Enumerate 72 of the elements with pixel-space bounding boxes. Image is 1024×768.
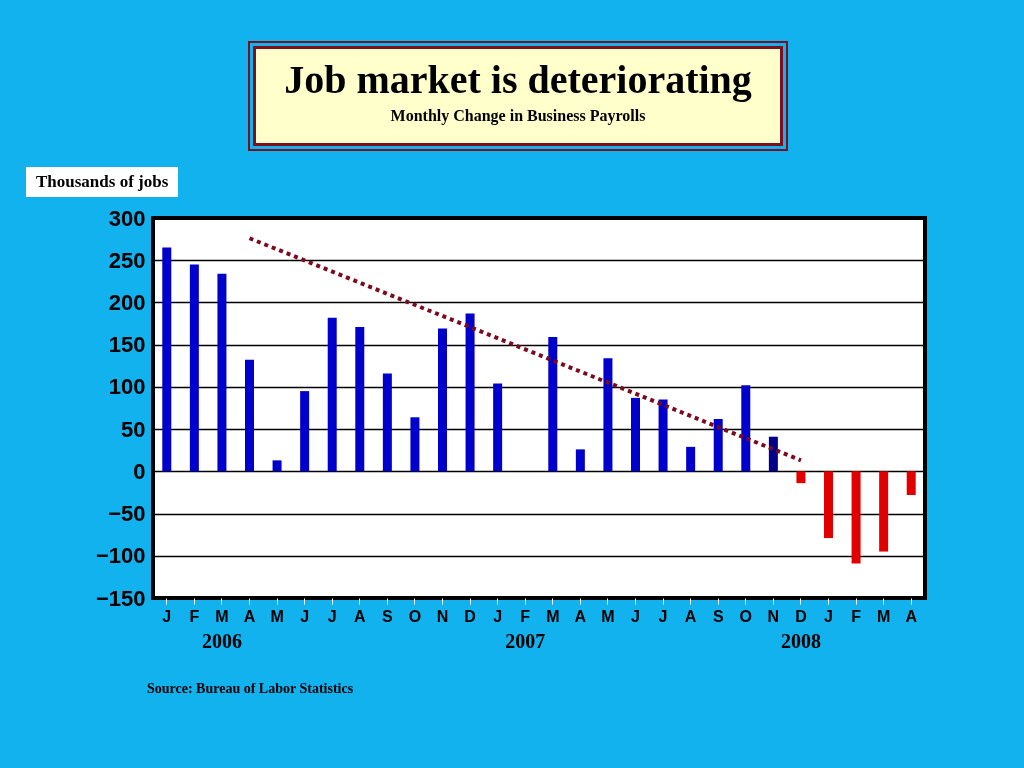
bar [713,418,723,472]
bar [741,385,751,472]
x-tick-label: F [851,607,862,625]
bar [879,471,889,552]
bar [327,317,337,472]
bar [796,471,806,484]
text: 2006 [201,630,242,652]
bar [824,471,833,539]
bar [162,247,172,472]
x-tick-label: O [408,607,422,625]
x-tick-label: A [243,607,256,625]
bar [272,460,282,472]
x-tick-label: N [436,607,449,625]
y-tick-label: −50 [108,501,146,527]
x-tick-label: J [493,607,503,625]
x-tick-label: M [215,607,229,625]
source-note: Source: Bureau of Labor Statistics [147,681,354,697]
y-tick-label: 50 [121,416,146,442]
x-tick-label: S [382,607,394,625]
chart-subtitle: Monthly Change in Business Payrolls [389,107,647,125]
x-tick-label: M [601,607,615,625]
x-tick-label: J [300,607,310,625]
bar [575,449,585,472]
x-tick-label: J [327,607,337,625]
bar [768,436,778,472]
bar [465,313,475,472]
bar [548,337,558,472]
x-tick-label: F [520,607,531,625]
bar [300,391,310,472]
bar [686,446,696,472]
y-tick-label: 250 [108,247,146,273]
x-tick-label: M [546,607,560,625]
y-axis-title: Thousands of jobs [26,167,179,197]
y-tick-label: 200 [108,289,146,315]
y-tick-label: 100 [108,374,146,400]
y-tick-label: 0 [133,458,146,484]
x-tick-label: D [795,607,807,625]
x-tick-label: N [767,607,780,625]
bar [189,264,199,472]
x-tick-label: J [631,607,640,625]
bar [631,397,640,472]
x-tick-label: J [824,607,833,625]
x-tick-label: D [464,607,476,625]
text: 2008 [780,630,821,652]
text: 2007 [505,630,546,652]
x-tick-label: J [162,607,172,625]
x-tick-label: A [684,607,697,625]
y-tick-label: −100 [95,543,146,569]
x-tick-label: A [905,607,918,625]
bar [382,373,392,472]
bar [217,273,227,472]
x-tick-label: A [574,607,587,625]
x-tick-label: M [876,607,891,625]
bar [603,358,613,472]
bar [355,326,365,472]
bar [906,471,916,495]
x-tick-label: F [189,607,200,625]
bar [493,383,503,472]
x-tick-label: O [739,607,753,625]
x-tick-label: M [270,607,284,625]
bar [658,399,668,472]
bar [245,359,254,472]
chart-title: Job market is deteriorating [283,57,753,103]
y-tick-label: 150 [108,332,146,358]
y-tick-label: 300 [108,205,146,231]
bar [438,328,447,472]
x-tick-label: A [354,607,366,625]
x-tick-label: J [658,607,668,625]
y-tick-label: −150 [95,585,146,611]
bar [410,417,420,472]
x-tick-label: S [712,607,724,625]
bar [851,471,861,564]
